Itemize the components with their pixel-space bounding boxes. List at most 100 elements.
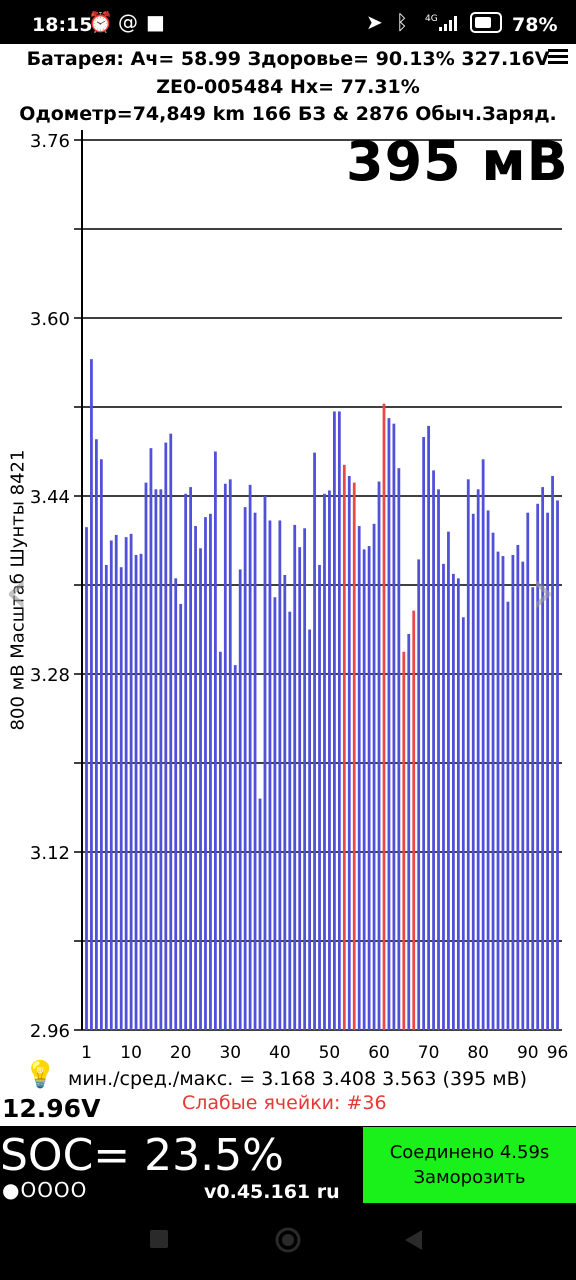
bar-cell-49[interactable] (323, 493, 326, 1030)
bar-cell-53[interactable] (342, 464, 346, 1031)
bar-cell-5[interactable] (104, 564, 108, 1030)
bar-cell-54[interactable] (347, 475, 351, 1031)
bar-cell-45[interactable] (303, 528, 307, 1030)
bar-cell-11[interactable] (134, 554, 138, 1030)
bar-cell-96[interactable] (556, 500, 559, 1030)
bar-cell-74[interactable] (447, 531, 450, 1030)
bar-cell-8[interactable] (119, 567, 123, 1030)
bar-cell-14[interactable] (149, 448, 153, 1030)
bar-cell-34[interactable] (248, 484, 252, 1030)
bar-cell-67[interactable] (412, 610, 416, 1030)
bar-cell-70[interactable] (427, 425, 430, 1030)
bar-cell-81[interactable] (481, 459, 485, 1030)
bar-cell-73[interactable] (442, 563, 445, 1030)
chevron-left-icon[interactable]: ‹ (4, 555, 30, 629)
bar-cell-35[interactable] (253, 512, 257, 1030)
bar-cell-10[interactable] (129, 533, 133, 1030)
bar-cell-17[interactable] (164, 442, 168, 1031)
cell-voltage-chart[interactable]: 3.76 3.60 3.44 3.28 3.12 2.96 1 10 20 30 40 50 60 70 8… (0, 126, 576, 1066)
bar-cell-52[interactable] (337, 411, 341, 1030)
bar-cell-82[interactable] (486, 510, 490, 1031)
bar-cell-56[interactable] (357, 526, 361, 1030)
bar-cell-66[interactable] (407, 633, 411, 1030)
bar-cell-24[interactable] (199, 548, 202, 1030)
bar-cell-93[interactable] (541, 487, 545, 1031)
bar-cell-51[interactable] (333, 411, 336, 1030)
chevron-right-icon[interactable]: › (530, 555, 556, 629)
bar-cell-15[interactable] (154, 489, 158, 1030)
bar-cell-9[interactable] (124, 537, 128, 1030)
bar-cell-39[interactable] (273, 597, 277, 1030)
bar-cell-18[interactable] (169, 433, 173, 1030)
bar-cell-76[interactable] (456, 578, 460, 1030)
bar-cell-80[interactable] (476, 489, 480, 1030)
bar-cell-55[interactable] (352, 482, 356, 1030)
bar-cell-57[interactable] (362, 549, 366, 1030)
bar-cell-50[interactable] (328, 490, 331, 1030)
bar-cell-41[interactable] (283, 574, 287, 1030)
bar-cell-89[interactable] (521, 561, 525, 1030)
bar-cell-88[interactable] (516, 544, 520, 1030)
bar-cell-44[interactable] (298, 547, 302, 1030)
bar-cell-94[interactable] (546, 512, 549, 1030)
bar-cell-48[interactable] (318, 564, 321, 1030)
bar-cell-4[interactable] (99, 459, 103, 1030)
bar-cell-68[interactable] (417, 559, 421, 1030)
bar-cell-40[interactable] (278, 520, 282, 1030)
bar-cell-2[interactable] (90, 359, 93, 1030)
bar-cell-62[interactable] (387, 418, 391, 1030)
bar-cell-7[interactable] (114, 534, 118, 1030)
bar-cell-37[interactable] (263, 496, 267, 1030)
bar-cell-46[interactable] (308, 629, 311, 1031)
bar-cell-95[interactable] (551, 475, 554, 1031)
bar-cell-33[interactable] (243, 507, 247, 1030)
bar-cell-36[interactable] (258, 798, 262, 1030)
back-icon[interactable] (402, 1228, 424, 1252)
bar-cell-85[interactable] (501, 556, 505, 1030)
bar-cell-28[interactable] (218, 651, 222, 1030)
bar-cell-29[interactable] (223, 483, 227, 1030)
bar-cell-13[interactable] (144, 482, 148, 1030)
bar-cell-47[interactable] (313, 452, 316, 1030)
bar-cell-65[interactable] (402, 651, 406, 1030)
menu-icon[interactable] (548, 46, 568, 67)
bar-cell-32[interactable] (238, 569, 242, 1030)
bar-cell-75[interactable] (452, 573, 455, 1030)
bar-cell-27[interactable] (214, 451, 217, 1031)
bar-cell-77[interactable] (461, 617, 465, 1030)
bar-cell-84[interactable] (496, 551, 500, 1030)
bar-cell-79[interactable] (471, 513, 475, 1030)
bar-cell-91[interactable] (531, 587, 535, 1030)
bar-cell-42[interactable] (288, 611, 292, 1030)
bar-cell-19[interactable] (174, 578, 178, 1030)
bar-cell-63[interactable] (392, 423, 396, 1030)
bar-cell-59[interactable] (372, 523, 376, 1030)
bar-cell-21[interactable] (184, 493, 188, 1030)
bar-cell-20[interactable] (179, 603, 183, 1030)
bar-cell-87[interactable] (511, 554, 515, 1030)
bar-cell-69[interactable] (422, 437, 426, 1030)
bar-cell-43[interactable] (293, 524, 297, 1030)
bar-cell-61[interactable] (382, 403, 386, 1030)
bar-cell-64[interactable] (397, 468, 401, 1030)
lightbulb-icon[interactable]: 💡 (24, 1060, 57, 1090)
bar-cell-58[interactable] (367, 546, 371, 1030)
bar-cell-3[interactable] (95, 439, 98, 1030)
bar-cell-25[interactable] (204, 517, 207, 1030)
bar-cell-6[interactable] (109, 540, 113, 1031)
bar-cell-78[interactable] (466, 479, 470, 1030)
bar-cell-23[interactable] (194, 526, 197, 1030)
bar-cell-92[interactable] (536, 503, 540, 1030)
home-icon[interactable] (274, 1226, 302, 1254)
bar-cell-12[interactable] (139, 553, 143, 1030)
bar-cell-30[interactable] (228, 479, 232, 1030)
bar-cell-60[interactable] (377, 481, 381, 1030)
bar-cell-38[interactable] (268, 520, 272, 1030)
bar-cell-72[interactable] (437, 489, 440, 1030)
bar-cell-1[interactable] (85, 527, 88, 1030)
bar-cell-22[interactable] (189, 487, 192, 1031)
bar-cell-83[interactable] (491, 532, 495, 1030)
bar-cell-26[interactable] (209, 513, 212, 1030)
bar-cell-71[interactable] (432, 470, 435, 1030)
connection-freeze-button[interactable]: Соединено 4.59s Заморозить (363, 1127, 576, 1203)
